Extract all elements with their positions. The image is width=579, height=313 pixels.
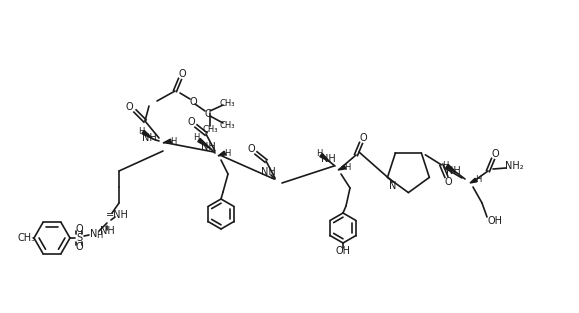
Text: O: O [178,69,186,79]
Text: H: H [193,134,199,142]
Text: O: O [359,133,367,143]
Polygon shape [163,139,171,143]
Text: H: H [442,161,448,170]
Polygon shape [338,165,346,170]
Text: O: O [189,97,197,107]
Text: NH: NH [201,142,215,152]
Text: O: O [187,117,195,127]
Polygon shape [142,130,153,139]
Text: NH: NH [142,133,156,143]
Text: O: O [75,224,83,234]
Text: N: N [389,181,397,191]
Text: CH₃: CH₃ [18,233,36,243]
Text: NH: NH [100,226,115,236]
Text: N: N [90,229,98,239]
Text: OH: OH [335,246,350,256]
Text: O: O [125,102,133,112]
Text: S: S [76,233,82,243]
Text: O: O [445,177,452,187]
Text: CH₃: CH₃ [202,126,218,135]
Text: H: H [475,176,481,184]
Text: NH₂: NH₂ [505,161,523,171]
Polygon shape [218,151,226,156]
Text: O: O [247,144,255,154]
Text: CH₃: CH₃ [219,99,234,107]
Polygon shape [198,138,211,149]
Text: O: O [75,242,83,252]
Text: H: H [170,136,176,146]
Text: CH₃: CH₃ [219,121,234,130]
Text: OH: OH [488,216,503,226]
Text: NH: NH [446,166,460,176]
Text: NH: NH [321,154,335,164]
Polygon shape [470,178,477,183]
Text: O: O [491,149,499,159]
Text: H: H [344,162,350,172]
Text: H: H [224,148,230,157]
Text: H: H [316,150,322,158]
Text: NH: NH [261,167,276,177]
Polygon shape [320,153,330,162]
Text: C: C [204,109,211,119]
Text: =NH: =NH [105,210,129,220]
Text: H: H [96,232,102,240]
Polygon shape [446,164,457,173]
Text: H: H [138,126,144,136]
